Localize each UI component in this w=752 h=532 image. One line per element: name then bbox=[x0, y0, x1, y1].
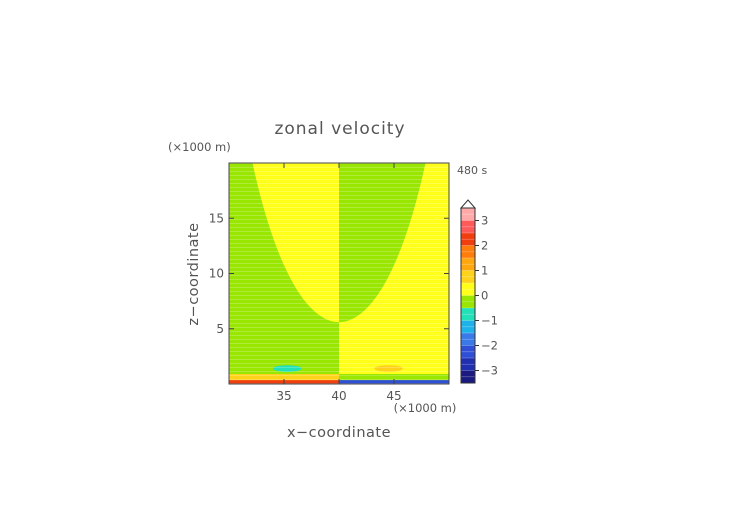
colorbar-swatch bbox=[461, 233, 475, 246]
colorbar-swatch bbox=[461, 245, 475, 258]
y-axis-label: z−coordinate bbox=[186, 222, 202, 325]
velocity-cell-ellipse bbox=[273, 365, 302, 372]
z-unit-label: (×1000 m) bbox=[168, 140, 231, 154]
colorbar-swatch bbox=[461, 295, 475, 308]
colorbar-tick-label: −3 bbox=[481, 364, 498, 378]
colorbar-swatch bbox=[461, 208, 475, 221]
colorbar-swatch bbox=[461, 333, 475, 346]
colorbar: 3 2 1 0 −1 −2 −3 bbox=[459, 199, 498, 384]
colorbar-swatch bbox=[461, 308, 475, 321]
colorbar-tick-label: 0 bbox=[481, 289, 488, 303]
colorbar-swatch bbox=[461, 220, 475, 233]
colorbar-swatch bbox=[461, 358, 475, 371]
x-tick-label: 40 bbox=[331, 389, 346, 403]
x-unit-label: (×1000 m) bbox=[394, 401, 457, 415]
y-axis-ticks: 5 10 15 bbox=[209, 211, 449, 336]
colorbar-tick-label: −1 bbox=[481, 314, 498, 328]
x-axis-label: x−coordinate bbox=[287, 425, 391, 441]
y-tick-label: 5 bbox=[216, 322, 224, 336]
colorbar-tick-label: 3 bbox=[481, 214, 488, 228]
colorbar-swatch bbox=[461, 270, 475, 283]
colorbar-swatch bbox=[461, 370, 475, 383]
x-tick-label: 45 bbox=[386, 389, 401, 403]
chart-title: zonal velocity bbox=[274, 119, 405, 139]
colorbar-swatch bbox=[461, 345, 475, 358]
colorbar-tick-label: −2 bbox=[481, 339, 498, 353]
x-axis-ticks: 35 40 45 bbox=[276, 163, 402, 403]
velocity-cell-ellipse bbox=[374, 365, 403, 372]
colorbar-swatch bbox=[461, 258, 475, 271]
y-tick-label: 10 bbox=[209, 267, 224, 281]
colorbar-extend-arrow bbox=[459, 199, 477, 209]
y-tick-label: 15 bbox=[209, 211, 224, 225]
colorbar-swatch bbox=[461, 320, 475, 333]
colorbar-swatch bbox=[461, 283, 475, 296]
x-tick-label: 35 bbox=[276, 389, 291, 403]
velocity-field bbox=[229, 163, 449, 384]
time-label: 480 s bbox=[457, 164, 487, 177]
colorbar-tick-label: 1 bbox=[481, 264, 488, 278]
colorbar-tick-label: 2 bbox=[481, 239, 488, 253]
